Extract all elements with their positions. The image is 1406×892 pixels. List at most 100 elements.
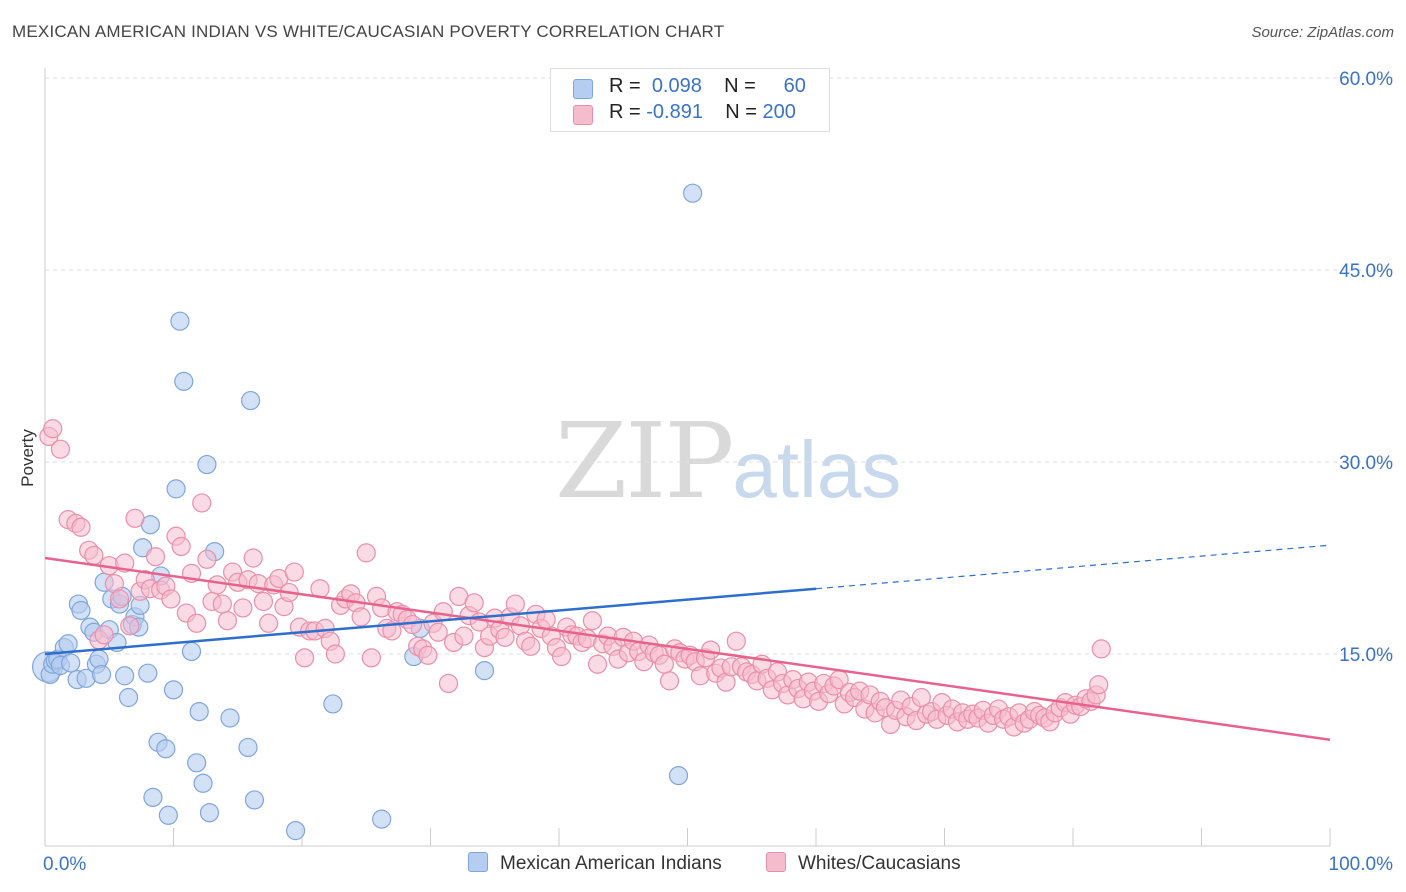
y-tick-label: 30.0% (1339, 453, 1393, 474)
legend-item-mexican-american-indians[interactable]: Mexican American Indians (468, 852, 722, 875)
data-point-mexican-american (143, 787, 163, 807)
data-point-whites (212, 594, 232, 614)
trend-line-whites (44, 556, 1331, 741)
n-label: N = (725, 101, 757, 123)
data-point-whites (43, 419, 63, 439)
legend-swatch-blue (468, 852, 488, 872)
data-point-whites (207, 575, 227, 595)
data-point-mexican-american (115, 666, 135, 686)
data-point-mexican-american (199, 803, 220, 823)
data-point-whites (217, 611, 238, 631)
correlation-legend: R = 0.098 N = 60 R = -0.891 N = 200 (550, 68, 830, 132)
chart-title: MEXICAN AMERICAN INDIAN VS WHITE/CAUCASI… (12, 22, 725, 41)
data-point-mexican-american (174, 371, 194, 391)
data-point-whites (654, 654, 674, 674)
data-point-whites (351, 607, 371, 627)
data-point-whites (582, 611, 603, 631)
legend-label: Whites/Caucasians (798, 853, 961, 874)
legend-text-pink: R = -0.891 N = 200 (609, 101, 796, 124)
data-point-whites (109, 589, 130, 609)
data-point-mexican-american (668, 765, 689, 786)
x-tick-label-min: 0.0% (43, 854, 86, 875)
data-point-whites (551, 646, 572, 667)
data-point-whites (1091, 639, 1111, 659)
data-point-whites (433, 602, 453, 622)
data-point-mexican-american (61, 653, 81, 673)
r-value: 0.098 (651, 75, 702, 97)
data-point-mexican-american (244, 790, 265, 810)
data-point-whites (233, 598, 253, 618)
trend-line-mexican-american (44, 587, 817, 656)
data-point-whites (258, 613, 279, 633)
legend-label: Mexican American Indians (500, 853, 722, 874)
data-point-whites (125, 508, 145, 528)
data-point-whites (428, 622, 448, 642)
data-point-mexican-american (118, 687, 139, 708)
r-label: R = (609, 75, 641, 97)
data-point-mexican-american (158, 805, 178, 825)
trend-lines (44, 544, 1331, 741)
y-axis-title: Poverty (18, 429, 37, 487)
data-point-mexican-american (241, 390, 261, 411)
data-point-whites (284, 562, 304, 582)
data-point-mexican-american (91, 664, 112, 685)
data-point-whites (94, 625, 114, 645)
data-point-whites (356, 543, 376, 563)
data-point-mexican-american (220, 708, 240, 728)
data-point-mexican-american (163, 680, 184, 700)
y-tick-label: 45.0% (1339, 261, 1393, 282)
data-point-mexican-american (285, 821, 306, 841)
data-point-mexican-american (323, 694, 343, 714)
data-point-mexican-american (71, 600, 91, 621)
watermark-atlas: atlas (732, 425, 902, 514)
data-point-mexican-american (187, 753, 207, 773)
legend-swatch-blue (573, 79, 593, 99)
axes (44, 68, 1331, 847)
data-point-mexican-american (138, 663, 158, 683)
y-tick-label: 60.0% (1339, 69, 1393, 90)
data-point-whites (418, 645, 438, 665)
data-point-whites (587, 654, 608, 674)
legend-swatch-pink (573, 105, 593, 125)
source-credit: Source: ZipAtlas.com (1251, 24, 1394, 41)
data-point-whites (192, 493, 212, 513)
r-value: -0.891 (646, 101, 703, 123)
data-point-mexican-american (197, 454, 217, 475)
data-point-whites (253, 591, 274, 612)
data-point-mexican-american (193, 773, 213, 793)
data-point-whites (171, 536, 191, 557)
data-point-whites (71, 517, 91, 537)
data-point-whites (197, 549, 217, 569)
data-point-whites (243, 548, 263, 568)
data-point-whites (325, 644, 346, 664)
watermark-zip: ZIP (555, 400, 734, 522)
data-point-mexican-american (189, 701, 209, 722)
grid (45, 77, 1395, 655)
data-point-whites (294, 648, 315, 668)
data-point-mexican-american (474, 661, 495, 681)
data-point-mexican-american (170, 311, 190, 331)
data-point-whites (50, 439, 71, 459)
data-point-mexican-american (181, 641, 202, 662)
x-tick-label-max: 100.0% (1329, 854, 1394, 875)
tick-labels: 15.0% 30.0% 45.0% 60.0% 0.0% 100.0% Poverty (18, 69, 1393, 875)
data-point-whites (521, 636, 541, 656)
n-value: 60 (783, 75, 806, 97)
y-tick-label: 15.0% (1339, 645, 1393, 666)
data-point-whites (361, 648, 381, 668)
data-point-whites (454, 626, 474, 646)
trend-line-mexican-american-extension (815, 544, 1331, 590)
data-point-whites (464, 593, 484, 613)
data-point-mexican-american (683, 183, 703, 203)
data-point-mexican-american (58, 634, 78, 654)
data-point-whites (161, 589, 181, 609)
n-label: N = (724, 75, 756, 97)
data-point-whites (1089, 675, 1109, 695)
r-label: R = (609, 101, 641, 123)
legend-item-whites-caucasians[interactable]: Whites/Caucasians (766, 852, 961, 875)
n-value: 200 (762, 101, 796, 123)
legend-text-blue: R = 0.098 N = 60 (609, 75, 806, 98)
data-point-mexican-american (372, 809, 392, 829)
data-point-whites (659, 671, 680, 691)
data-point-whites (505, 594, 525, 614)
